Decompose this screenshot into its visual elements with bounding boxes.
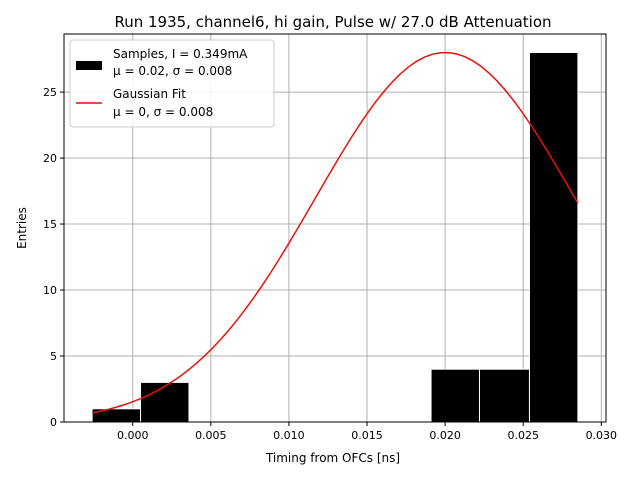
legend-label-fit-line1: Gaussian Fit bbox=[113, 87, 186, 101]
y-tick-label-0: 0 bbox=[50, 416, 57, 429]
y-axis-ticks: 0 5 10 15 20 25 bbox=[43, 86, 64, 429]
x-tick-label-0: 0.000 bbox=[117, 429, 149, 442]
x-axis-label: Timing from OFCs [ns] bbox=[265, 451, 400, 465]
x-tick-label-1: 0.005 bbox=[195, 429, 227, 442]
x-tick-label-3: 0.015 bbox=[351, 429, 383, 442]
x-tick-label-6: 0.030 bbox=[586, 429, 618, 442]
x-tick-label-4: 0.020 bbox=[429, 429, 461, 442]
histogram-bar-8 bbox=[478, 368, 530, 423]
legend-box bbox=[69, 39, 275, 128]
histogram-bar-9 bbox=[528, 51, 579, 423]
y-axis-label: Entries bbox=[15, 207, 29, 249]
y-tick-label-5: 25 bbox=[43, 86, 57, 99]
legend-label-fit-line2: μ = 0, σ = 0.008 bbox=[113, 105, 213, 119]
x-tick-label-5: 0.025 bbox=[507, 429, 539, 442]
chart-title: Run 1935, channel6, hi gain, Pulse w/ 27… bbox=[114, 13, 551, 31]
legend-label-samples-line2: μ = 0.02, σ = 0.008 bbox=[113, 64, 232, 78]
legend-swatch-samples bbox=[76, 61, 102, 70]
histogram-bar-1 bbox=[140, 381, 190, 423]
histogram-bars bbox=[91, 51, 579, 423]
y-tick-label-1: 5 bbox=[50, 350, 57, 363]
x-axis-ticks: 0.000 0.005 0.010 0.015 0.020 0.025 0.030 bbox=[117, 422, 617, 442]
legend-label-samples-line1: Samples, I = 0.349mA bbox=[113, 47, 248, 61]
gaussian-fit-curve bbox=[91, 51, 579, 414]
x-tick-label-2: 0.010 bbox=[273, 429, 305, 442]
legend: Samples, I = 0.349mA μ = 0.02, σ = 0.008… bbox=[69, 39, 275, 128]
y-tick-label-4: 20 bbox=[43, 152, 57, 165]
fit-curve-group bbox=[91, 51, 579, 414]
plot-frame bbox=[63, 33, 607, 423]
y-tick-label-2: 10 bbox=[43, 284, 57, 297]
histogram-bar-7 bbox=[430, 368, 480, 423]
y-tick-label-3: 15 bbox=[43, 218, 57, 231]
